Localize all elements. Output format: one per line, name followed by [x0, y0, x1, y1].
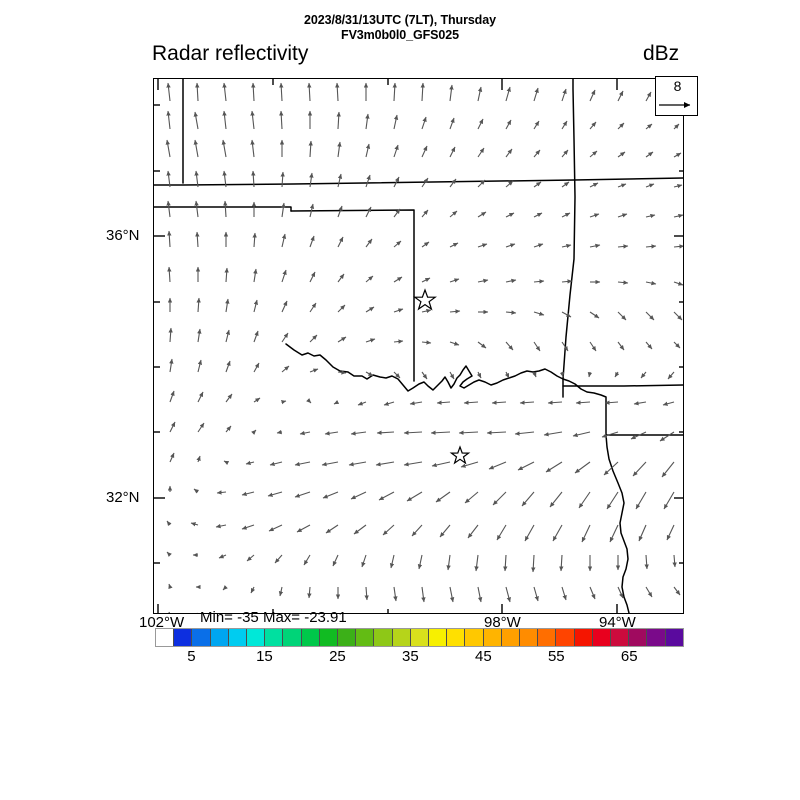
colorbar-segment	[665, 629, 683, 646]
map-plot-area[interactable]	[153, 78, 684, 614]
title-date-line: 2023/8/31/13UTC (7LT), Thursday	[304, 13, 496, 27]
axis-ticks	[154, 79, 683, 613]
arrow-right-icon	[659, 102, 691, 108]
colorbar-segment	[647, 629, 666, 646]
axis-label-lat-32: 32°N	[106, 489, 140, 506]
colorbar-segment	[410, 629, 430, 646]
colorbar-segment	[429, 629, 448, 646]
colorbar-segment	[174, 629, 193, 646]
colorbar-segment	[574, 629, 593, 646]
colorbar-strip[interactable]	[155, 628, 684, 647]
colorbar-segment	[301, 629, 320, 646]
map-canvas	[154, 79, 683, 613]
colorbar-segment	[447, 629, 466, 646]
colorbar-tick-label: 15	[256, 648, 273, 665]
colorbar-segment	[520, 629, 539, 646]
colorbar-segment	[210, 629, 229, 646]
station-marker-north	[413, 288, 437, 311]
page-title: Radar reflectivity	[152, 42, 309, 65]
colorbar-segment	[338, 629, 357, 646]
colorbar-segment	[356, 629, 375, 646]
colorbar-segment	[465, 629, 484, 646]
station-markers	[413, 288, 471, 465]
chart-header: 2023/8/31/13UTC (7LT), Thursday FV3m0b0l…	[0, 0, 800, 70]
colorbar-segment	[556, 629, 575, 646]
colorbar[interactable]: 5 15 25 35 45 55 65	[155, 628, 684, 665]
colorbar-segment	[192, 629, 211, 646]
unit-label: dBz	[643, 42, 680, 65]
axis-label-lat-36: 36°N	[106, 227, 140, 244]
colorbar-segment	[228, 629, 248, 646]
colorbar-tick-label: 5	[187, 648, 196, 665]
colorbar-tick-label: 25	[329, 648, 346, 665]
wind-vector-key: 8	[655, 76, 698, 116]
colorbar-tick-label: 55	[547, 648, 565, 665]
title-model-line: FV3m0b0l0_GFS025	[341, 28, 459, 42]
wind-vector-key-value: 8	[673, 78, 682, 94]
station-marker-south	[449, 445, 471, 465]
colorbar-tick-label: 45	[475, 648, 492, 665]
axis-label-lon-94: 94°W	[599, 614, 636, 631]
colorbar-segment	[392, 629, 411, 646]
colorbar-tick-label: 65	[620, 648, 638, 665]
colorbar-segment	[265, 629, 284, 646]
state-boundaries	[154, 79, 683, 613]
colorbar-segment	[374, 629, 393, 646]
colorbar-segment	[319, 629, 339, 646]
colorbar-segment	[611, 629, 630, 646]
statistics-minmax: Min= -35 Max= -23.91	[200, 609, 347, 626]
colorbar-tick-label: 35	[402, 648, 419, 665]
colorbar-tick-labels: 5 15 25 35 45 55 65	[155, 648, 684, 668]
colorbar-segment	[156, 629, 175, 646]
colorbar-segment	[283, 629, 302, 646]
colorbar-segment	[501, 629, 521, 646]
colorbar-segment	[483, 629, 502, 646]
colorbar-segment	[247, 629, 266, 646]
axis-label-lon-98: 98°W	[484, 614, 521, 631]
axis-label-lon-102: 102°W	[139, 614, 185, 631]
wind-vector-field	[165, 82, 683, 613]
colorbar-segment	[629, 629, 648, 646]
colorbar-segment	[538, 629, 557, 646]
colorbar-segment	[592, 629, 612, 646]
